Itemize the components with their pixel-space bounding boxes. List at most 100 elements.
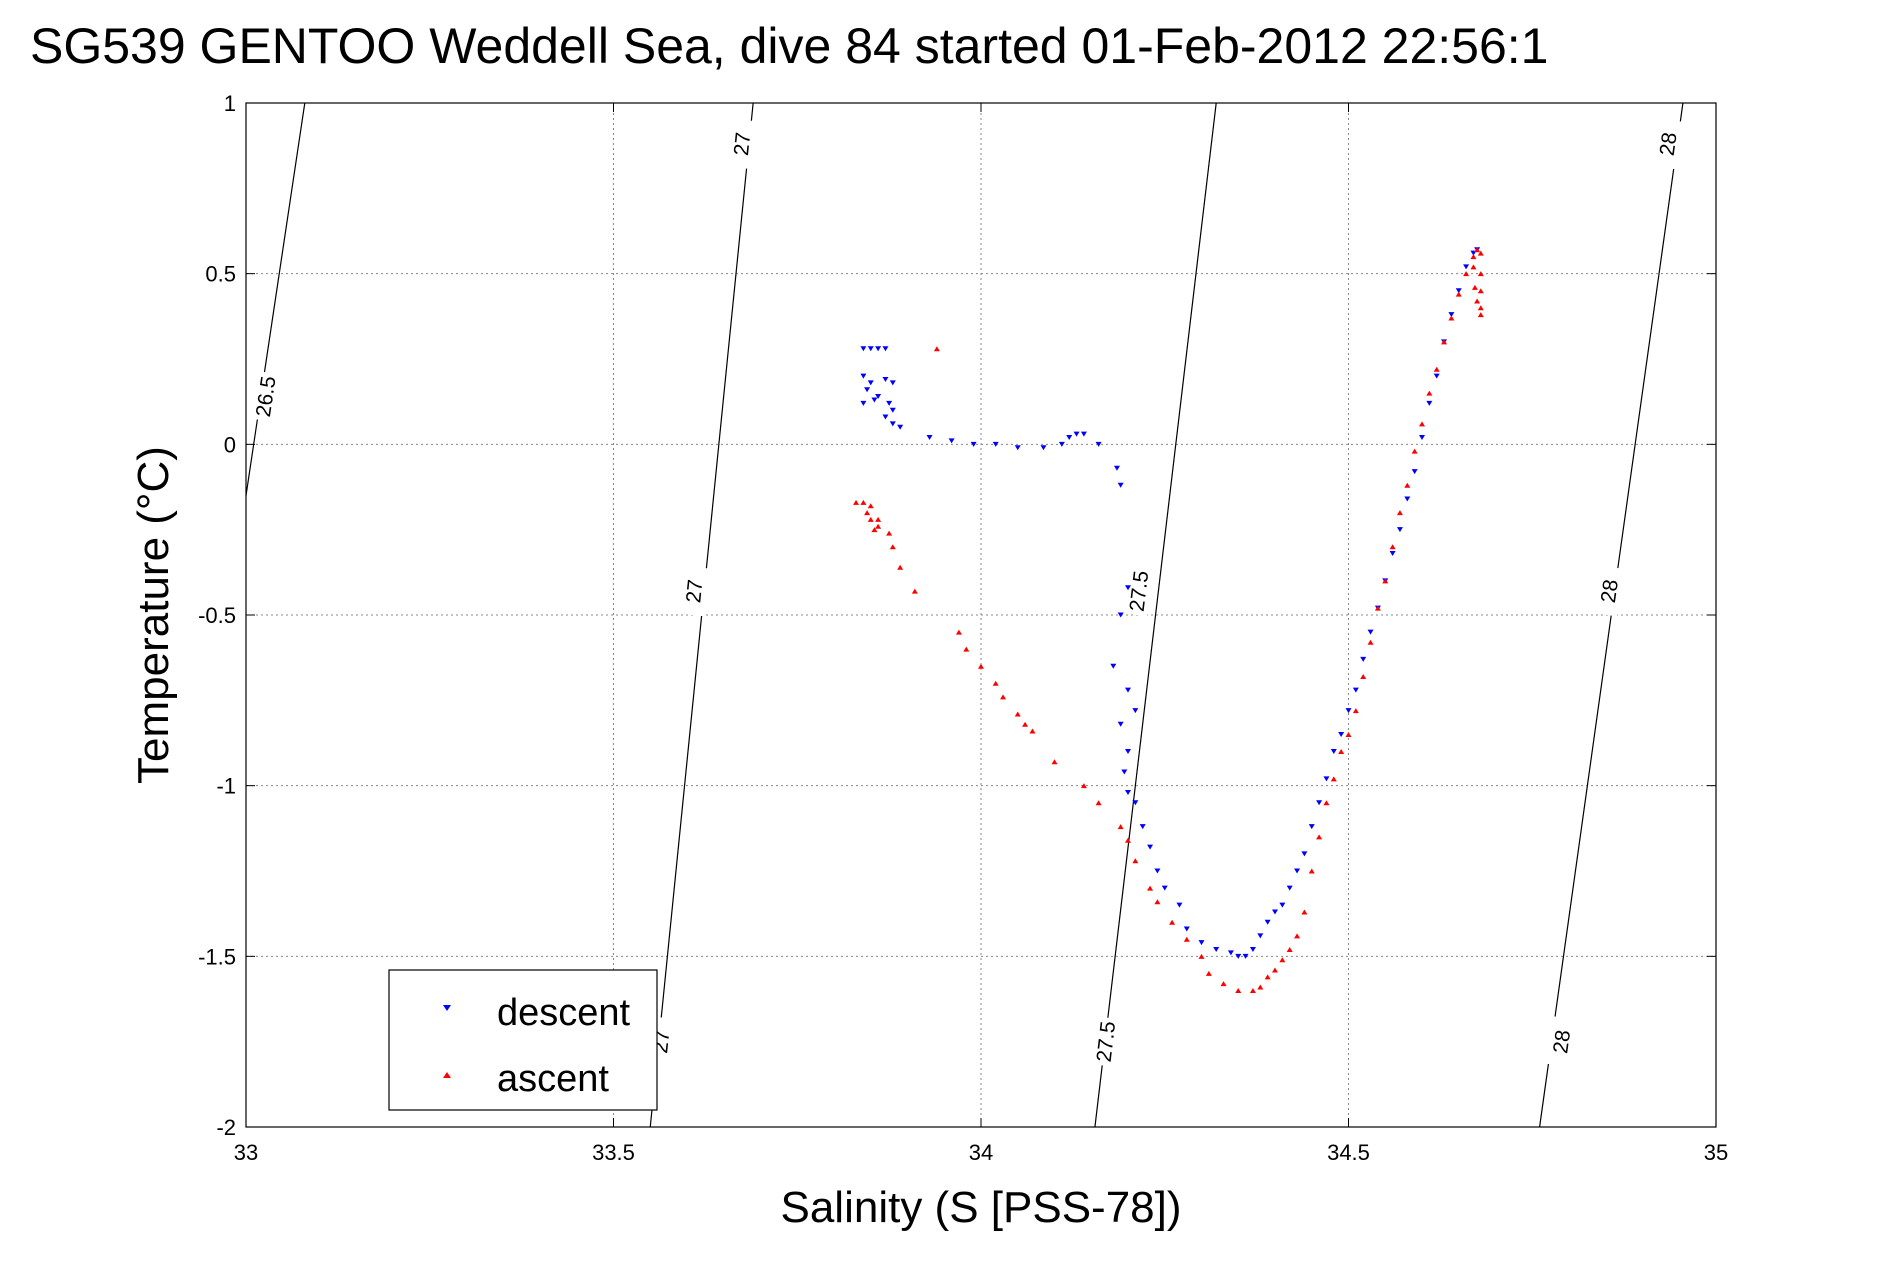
ascent-point [853, 499, 860, 505]
descent-point [1286, 885, 1293, 891]
descent-point [1411, 469, 1418, 475]
ascent-point [1338, 749, 1345, 755]
density-contour-line [245, 102, 306, 496]
y-tick-label: -1 [216, 774, 236, 799]
y-tick-label: 0.5 [205, 262, 236, 287]
ascent-point [1022, 721, 1029, 727]
ascent-point [1396, 510, 1403, 516]
x-tick-label: 33.5 [592, 1140, 635, 1165]
descent-point [1110, 663, 1117, 669]
descent-point [1125, 749, 1131, 755]
contour-label-bg [1547, 1016, 1576, 1067]
x-tick-label: 34.5 [1327, 1140, 1370, 1165]
descent-point [1117, 482, 1124, 488]
descent-point [1132, 708, 1139, 714]
descent-point [860, 373, 867, 379]
descent-point [1404, 496, 1411, 502]
descent-point [948, 438, 955, 444]
descent-point [992, 441, 999, 447]
descent-point [1463, 264, 1470, 270]
ascent-point [889, 544, 896, 550]
ascent-point [1477, 288, 1484, 294]
descent-point [1360, 656, 1367, 662]
descent-point [1125, 789, 1131, 795]
ascent-point [1132, 858, 1139, 864]
descent-point [1014, 445, 1021, 451]
contour-label-bg [1125, 565, 1153, 617]
descent-point [1242, 953, 1249, 959]
descent-point [1316, 800, 1323, 806]
descent-point [886, 400, 893, 406]
descent-point [970, 441, 977, 447]
descent-point [1198, 940, 1205, 946]
ascent-point [1220, 981, 1227, 987]
axis-ticks: 33 33.5 34 34.5 35 -2 -1.5 -1 -0.5 0 0.5 1 [198, 91, 1728, 1165]
descent-point [897, 424, 904, 430]
ascent-point [1470, 264, 1477, 270]
legend-label-ascent: ascent [497, 1058, 609, 1100]
descent-point [1249, 947, 1256, 953]
ascent-point [871, 527, 878, 533]
ascent-point [1404, 482, 1411, 488]
descent-point [882, 376, 889, 382]
ascent-point [1382, 578, 1389, 584]
descent-point [1323, 776, 1330, 782]
ascent-point [978, 663, 984, 669]
descent-point [1132, 800, 1139, 806]
x-tick-label: 35 [1704, 1140, 1728, 1165]
ascent-point [1080, 783, 1087, 789]
ascent-point [1389, 544, 1396, 550]
ascent-point [1051, 759, 1058, 765]
descent-point [1426, 400, 1433, 406]
contour-label-bg [251, 371, 281, 422]
descent-point [1352, 687, 1359, 693]
ascent-point [1323, 800, 1330, 806]
ascent-point [1474, 247, 1481, 253]
ascent-point [911, 588, 918, 594]
y-tick-label: 0 [224, 432, 236, 457]
data-series [853, 247, 1484, 993]
descent-point [926, 435, 933, 441]
contour-label-bg [681, 566, 708, 617]
ascent-point [1477, 271, 1484, 277]
ascent-point [1272, 967, 1278, 973]
ascent-point [1477, 312, 1484, 318]
descent-point [1183, 926, 1190, 932]
ascent-point [1471, 284, 1478, 290]
ascent-point [1257, 984, 1264, 990]
contour-label-bg [1092, 1016, 1120, 1067]
ascent-point [1014, 711, 1021, 717]
ascent-point [1448, 315, 1455, 321]
descent-point [1448, 312, 1455, 318]
contour-label: 27.5 [1093, 1020, 1121, 1063]
ascent-point [1419, 421, 1425, 427]
ascent-point [867, 516, 874, 522]
descent-point [1176, 902, 1183, 908]
ascent-point [1169, 919, 1176, 925]
y-tick-label: -0.5 [198, 603, 236, 628]
descent-point [1389, 551, 1396, 557]
ascent-point [1477, 305, 1484, 311]
descent-point [1213, 947, 1220, 953]
descent-point [867, 380, 874, 386]
descent-point [1227, 950, 1234, 956]
contour-label: 28 [1597, 578, 1623, 604]
ascent-point [963, 646, 970, 652]
ascent-point [875, 523, 882, 529]
ascent-point [1360, 673, 1367, 679]
contour-label-bg [1595, 565, 1624, 617]
descent-point [1279, 902, 1286, 908]
ascent-point [1198, 953, 1205, 959]
descent-point [1419, 435, 1425, 441]
ascent-point [1294, 933, 1301, 939]
y-tick-label: -2 [216, 1115, 236, 1140]
ascent-point [1095, 800, 1102, 806]
descent-point [1147, 844, 1154, 850]
descent-point [1330, 749, 1337, 755]
descent-point [871, 397, 878, 403]
descent-point [1433, 373, 1440, 379]
descent-point [860, 346, 867, 352]
ascent-point [1470, 254, 1477, 260]
descent-point [889, 407, 896, 413]
ascent-point [860, 499, 867, 505]
